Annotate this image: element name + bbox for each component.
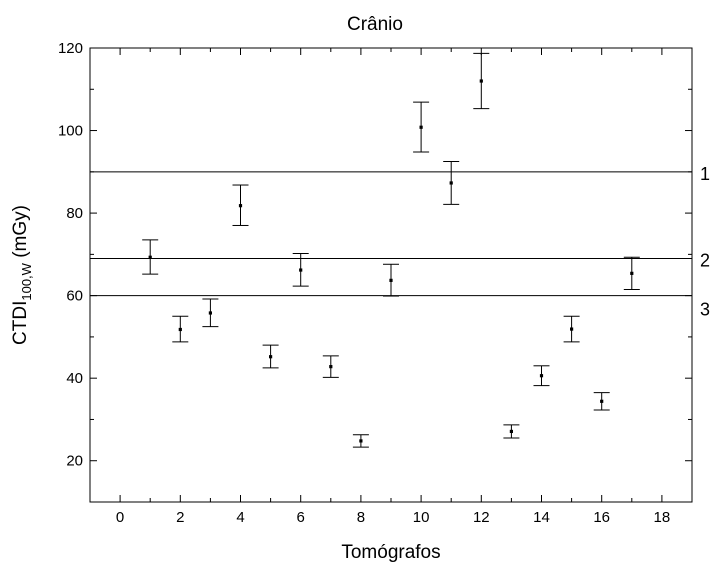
x-axis-title: Tomógrafos xyxy=(341,542,440,563)
x-tick-label: 14 xyxy=(533,509,550,526)
data-point xyxy=(269,355,273,359)
y-tick-label: 100 xyxy=(58,123,83,140)
reference-line-label: 2 xyxy=(700,250,710,270)
data-point xyxy=(359,439,363,443)
x-tick-label: 18 xyxy=(654,509,671,526)
y-tick-label: 40 xyxy=(66,370,83,387)
x-tick-label: 0 xyxy=(116,509,124,526)
data-point xyxy=(148,255,152,259)
x-tick-label: 10 xyxy=(413,509,430,526)
data-point xyxy=(570,327,574,331)
x-tick-label: 12 xyxy=(473,509,490,526)
data-point xyxy=(238,204,243,208)
x-tick-label: 8 xyxy=(357,509,365,526)
y-tick-label: 60 xyxy=(66,288,83,305)
data-point xyxy=(389,278,393,282)
data-point xyxy=(630,271,634,275)
x-tick-label: 2 xyxy=(176,509,184,526)
axes: 0 2 4 6 8 10 12 14 16 18 20 40 60 80 100 120 xyxy=(58,40,693,526)
data-point xyxy=(419,125,423,129)
data-point xyxy=(539,374,544,378)
y-tick-label: 80 xyxy=(66,205,83,222)
data-point xyxy=(208,311,212,315)
reference-line-label: 1 xyxy=(700,164,710,184)
y-axis-title-main: CTDI xyxy=(10,301,31,345)
data-point xyxy=(509,429,513,434)
data-points xyxy=(142,52,640,448)
chart-title: Crânio xyxy=(347,14,403,35)
data-point xyxy=(178,327,182,332)
y-axis-title: CTDI100,W (mGy) xyxy=(10,205,34,345)
y-tick-label: 120 xyxy=(58,40,83,57)
data-point xyxy=(449,181,453,185)
reference-lines: 1 2 3 xyxy=(90,164,710,320)
x-tick-label: 6 xyxy=(297,509,305,526)
data-point xyxy=(479,79,483,83)
data-point xyxy=(600,399,604,403)
data-point xyxy=(299,268,303,272)
y-axis-title-subscript: 100,W xyxy=(19,262,34,300)
y-tick-label: 20 xyxy=(66,453,83,470)
reference-line-label: 3 xyxy=(700,300,710,320)
x-tick-label: 16 xyxy=(593,509,610,526)
y-axis-title-unit: (mGy) xyxy=(10,205,31,263)
x-tick-label: 4 xyxy=(236,509,244,526)
data-point xyxy=(329,365,333,369)
